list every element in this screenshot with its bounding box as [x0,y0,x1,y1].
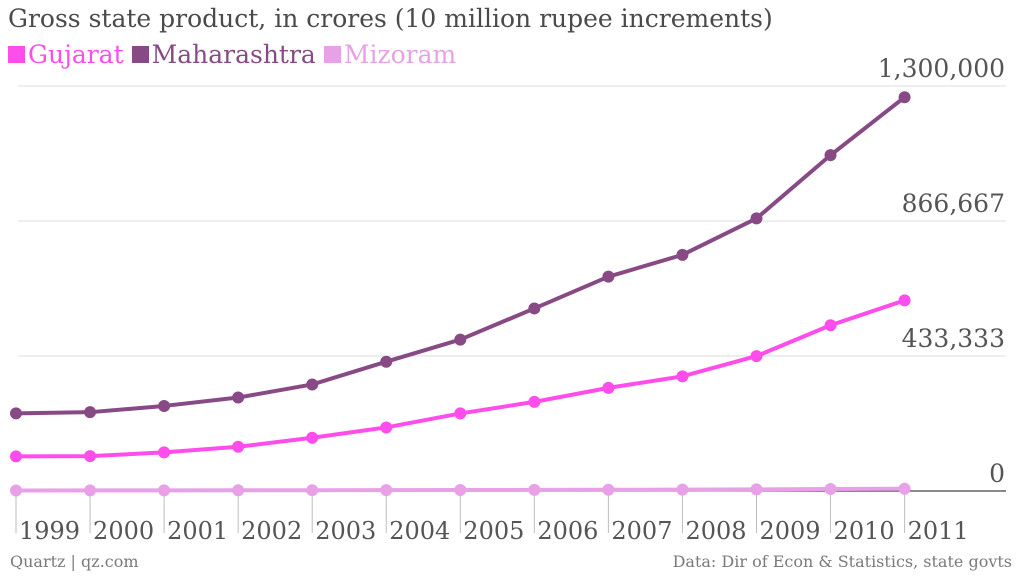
x-tick-label: 2011 [908,517,969,545]
data-point-gujarat [750,350,763,363]
data-point-gujarat [232,440,245,453]
data-point-maharashtra [232,391,245,404]
data-point-mizoram [750,483,763,496]
chart-title: Gross state product, in crores (10 milli… [8,4,773,33]
source-credit: Quartz | qz.com [10,552,139,571]
x-tick-label: 2001 [167,517,228,545]
legend-item-mizoram: Mizoram [323,40,457,69]
y-tick-label: 866,667 [902,189,1005,218]
x-tick-label: 2002 [241,517,302,545]
x-tick-label: 2007 [611,517,672,545]
data-point-maharashtra [602,270,615,283]
data-point-mizoram [306,484,319,497]
legend-swatch-gujarat [8,46,25,63]
y-tick-label: 433,333 [902,324,1005,353]
data-point-gujarat [824,319,837,332]
data-point-mizoram [824,483,837,496]
data-point-maharashtra [454,333,467,346]
x-tick-label: 2006 [537,517,598,545]
legend-item-gujarat: Gujarat [8,40,124,69]
data-point-mizoram [380,484,393,497]
data-point-maharashtra [528,302,541,315]
y-tick-label: 0 [989,459,1005,488]
legend-swatch-maharashtra [131,46,149,63]
data-point-mizoram [602,483,615,496]
series-line-maharashtra [14,95,907,416]
data-point-gujarat [898,294,911,307]
data-point-mizoram [676,483,689,496]
x-tick-label: 1999 [19,517,80,545]
data-point-mizoram [232,484,245,497]
data-point-gujarat [84,450,97,463]
x-tick-label: 2009 [760,517,821,545]
data-point-mizoram [10,484,22,497]
data-point-maharashtra [824,149,837,162]
y-tick-label: 1,300,000 [878,54,1005,83]
data-point-gujarat [380,421,393,434]
data-point-maharashtra [306,378,319,391]
data-point-mizoram [528,483,541,496]
x-tick-label: 2000 [93,517,154,545]
legend-swatch-mizoram [323,46,341,63]
x-tick-label: 2003 [315,517,376,545]
x-tick-label: 2010 [834,517,895,545]
data-point-gujarat [454,407,467,420]
data-point-gujarat [528,395,541,408]
legend: Gujarat Maharashtra Mizoram [8,40,456,69]
legend-label-gujarat: Gujarat [28,40,124,69]
data-point-maharashtra [750,212,763,225]
data-point-gujarat [602,381,615,394]
data-point-maharashtra [898,91,911,104]
data-point-mizoram [158,484,171,497]
data-point-mizoram [898,482,911,495]
x-tick-label: 2008 [685,517,746,545]
data-source: Data: Dir of Econ & Statistics, state go… [672,552,1012,571]
legend-label-mizoram: Mizoram [343,40,457,69]
data-point-maharashtra [380,355,393,368]
x-tick-label: 2005 [463,517,524,545]
data-point-maharashtra [158,399,171,412]
data-point-maharashtra [676,248,689,261]
data-point-gujarat [306,431,319,444]
series-line-gujarat [14,298,907,459]
data-point-gujarat [158,446,171,459]
data-point-gujarat [10,450,22,463]
data-point-mizoram [84,484,97,497]
legend-label-maharashtra: Maharashtra [151,40,316,69]
data-point-gujarat [676,370,689,383]
data-point-maharashtra [84,406,97,419]
x-tick-label: 2004 [389,517,450,545]
data-point-maharashtra [10,407,22,420]
data-point-mizoram [454,484,467,497]
legend-item-maharashtra: Maharashtra [131,40,316,69]
